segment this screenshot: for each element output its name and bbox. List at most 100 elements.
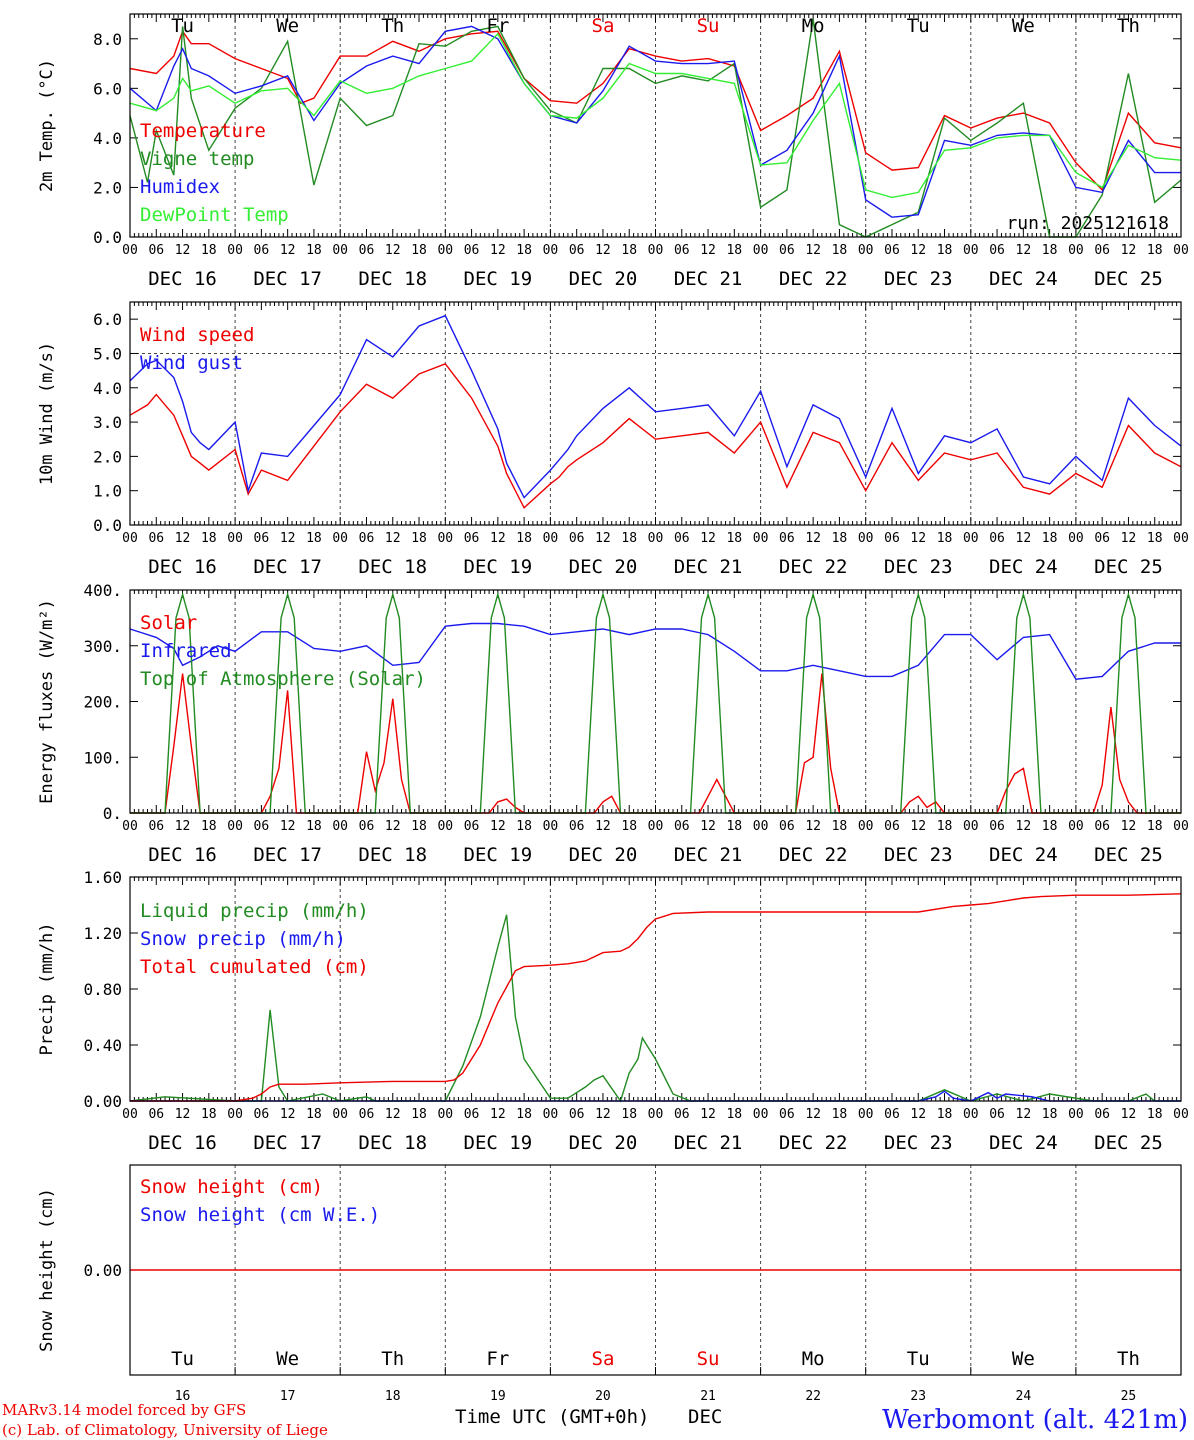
hour-tick-label: 18 [411, 819, 427, 834]
hour-tick-label: 18 [306, 1107, 322, 1122]
hour-tick-label: 06 [569, 819, 585, 834]
hour-tick-label: 00 [753, 531, 769, 546]
weekday-label: We [1012, 15, 1035, 37]
hour-tick-label: 00 [963, 1107, 979, 1122]
meteogram-panels: 0.0 2.0 4.0 6.0 8.0 2m Temp. (°C) Temperature V… [37, 13, 1189, 1404]
hour-tick-label: 18 [201, 243, 217, 258]
y-tick-label: 4.0 [93, 379, 122, 398]
hour-tick-label: 00 [332, 243, 348, 258]
date-label: DEC 17 [253, 844, 322, 866]
hour-tick-label: 18 [411, 1107, 427, 1122]
hour-tick-label: 12 [910, 531, 926, 546]
y-tick-label: 5.0 [93, 344, 122, 363]
y-tick-label: 6.0 [93, 310, 122, 329]
hour-tick-label: 12 [700, 1107, 716, 1122]
series-line [129, 25, 1181, 218]
hour-tick-label: 00 [648, 1107, 664, 1122]
hour-tick-label: 12 [595, 243, 611, 258]
hour-tick-label: 06 [884, 243, 900, 258]
hour-tick-label: 06 [254, 531, 270, 546]
hour-tick-label: 18 [621, 243, 637, 258]
hour-tick-label: 18 [411, 243, 427, 258]
hour-tick-label: 18 [832, 243, 848, 258]
hour-tick-label: 18 [726, 243, 742, 258]
weekday-label: Tu [907, 1348, 930, 1370]
y-tick-label: 0.00 [83, 1092, 122, 1111]
weekday-label: Fr [486, 1348, 509, 1370]
date-label: DEC 19 [464, 268, 533, 290]
hour-tick-label: 18 [832, 531, 848, 546]
hour-tick-label: 12 [805, 243, 821, 258]
hour-tick-label: 12 [910, 243, 926, 258]
date-label: DEC 17 [253, 1132, 322, 1154]
hour-tick-label: 18 [516, 1107, 532, 1122]
model-credit: MARv3.14 model forced by GFS [2, 1401, 246, 1419]
series-line [130, 673, 1181, 814]
hour-tick-label: 06 [674, 819, 690, 834]
y-tick-label: 0.80 [83, 980, 122, 999]
legend-entry: Vigne temp [140, 148, 254, 170]
hour-tick-label: 12 [1121, 243, 1137, 258]
hour-tick-label: 00 [963, 819, 979, 834]
panel-1: 0.0 2.0 4.0 6.0 8.0 2m Temp. (°C) Temperature V… [37, 13, 1189, 290]
hour-tick-label: 18 [1147, 1107, 1163, 1122]
hour-tick-label: 00 [122, 531, 138, 546]
x-axis-label: Time UTC (GMT+0h) [455, 1406, 649, 1428]
hour-tick-label: 00 [122, 1107, 138, 1122]
date-label: DEC 21 [674, 556, 743, 578]
hour-tick-label: 00 [858, 1107, 874, 1122]
date-label: DEC 19 [464, 1132, 533, 1154]
hour-tick-label: 18 [411, 531, 427, 546]
date-label: DEC 19 [464, 556, 533, 578]
hour-tick-label: 00 [753, 1107, 769, 1122]
weekday-label: Th [381, 15, 404, 37]
date-label: DEC 21 [674, 844, 743, 866]
hour-tick-label: 18 [621, 531, 637, 546]
hour-tick-label: 18 [1147, 531, 1163, 546]
hour-tick-label: 18 [726, 819, 742, 834]
hour-tick-label: 12 [175, 531, 191, 546]
date-label: DEC 23 [884, 844, 953, 866]
weekday-label: Sa [592, 15, 615, 37]
hour-tick-label: 06 [1094, 1107, 1110, 1122]
lab-credit: (c) Lab. of Climatology, University of L… [2, 1421, 328, 1439]
hour-tick-label: 00 [332, 1107, 348, 1122]
hour-tick-label: 06 [884, 531, 900, 546]
hour-tick-label: 06 [359, 531, 375, 546]
hour-tick-label: 00 [1068, 1107, 1084, 1122]
day-number-label: 20 [595, 1389, 611, 1404]
hour-tick-label: 06 [569, 531, 585, 546]
day-number-label: 19 [490, 1389, 506, 1404]
hour-tick-label: 12 [1121, 531, 1137, 546]
hour-tick-label: 00 [543, 243, 559, 258]
hour-tick-label: 06 [464, 531, 480, 546]
hour-tick-label: 12 [385, 531, 401, 546]
hour-tick-label: 00 [1173, 531, 1189, 546]
date-label: DEC 23 [884, 556, 953, 578]
weekday-label: We [276, 1348, 299, 1370]
hour-tick-label: 00 [543, 531, 559, 546]
date-label: DEC 23 [884, 268, 953, 290]
panel-2: 0.0 1.0 2.0 3.0 4.0 5.0 6.0 10m Wind (m/s) Wind … [37, 301, 1189, 578]
y-tick-label: 0.00 [83, 1261, 122, 1280]
hour-tick-label: 06 [989, 243, 1005, 258]
legend-entry: DewPoint Temp [140, 204, 289, 226]
legend-entry: Wind gust [140, 352, 243, 374]
hour-tick-label: 06 [779, 531, 795, 546]
hour-tick-label: 00 [1068, 819, 1084, 834]
hour-tick-label: 06 [148, 819, 164, 834]
hour-tick-label: 00 [437, 819, 453, 834]
hour-tick-label: 00 [122, 243, 138, 258]
day-number-label: 22 [805, 1389, 821, 1404]
y-tick-label: 1.20 [83, 924, 122, 943]
hour-tick-label: 06 [1094, 243, 1110, 258]
hour-tick-label: 12 [175, 819, 191, 834]
legend-entry: Infrared [140, 640, 232, 662]
hour-tick-label: 12 [490, 1107, 506, 1122]
hour-tick-label: 06 [254, 243, 270, 258]
hour-tick-label: 00 [332, 531, 348, 546]
date-label: DEC 25 [1094, 268, 1163, 290]
weekday-label: Mo [802, 1348, 825, 1370]
hour-tick-label: 18 [201, 819, 217, 834]
y-tick-label: 0.0 [93, 516, 122, 535]
